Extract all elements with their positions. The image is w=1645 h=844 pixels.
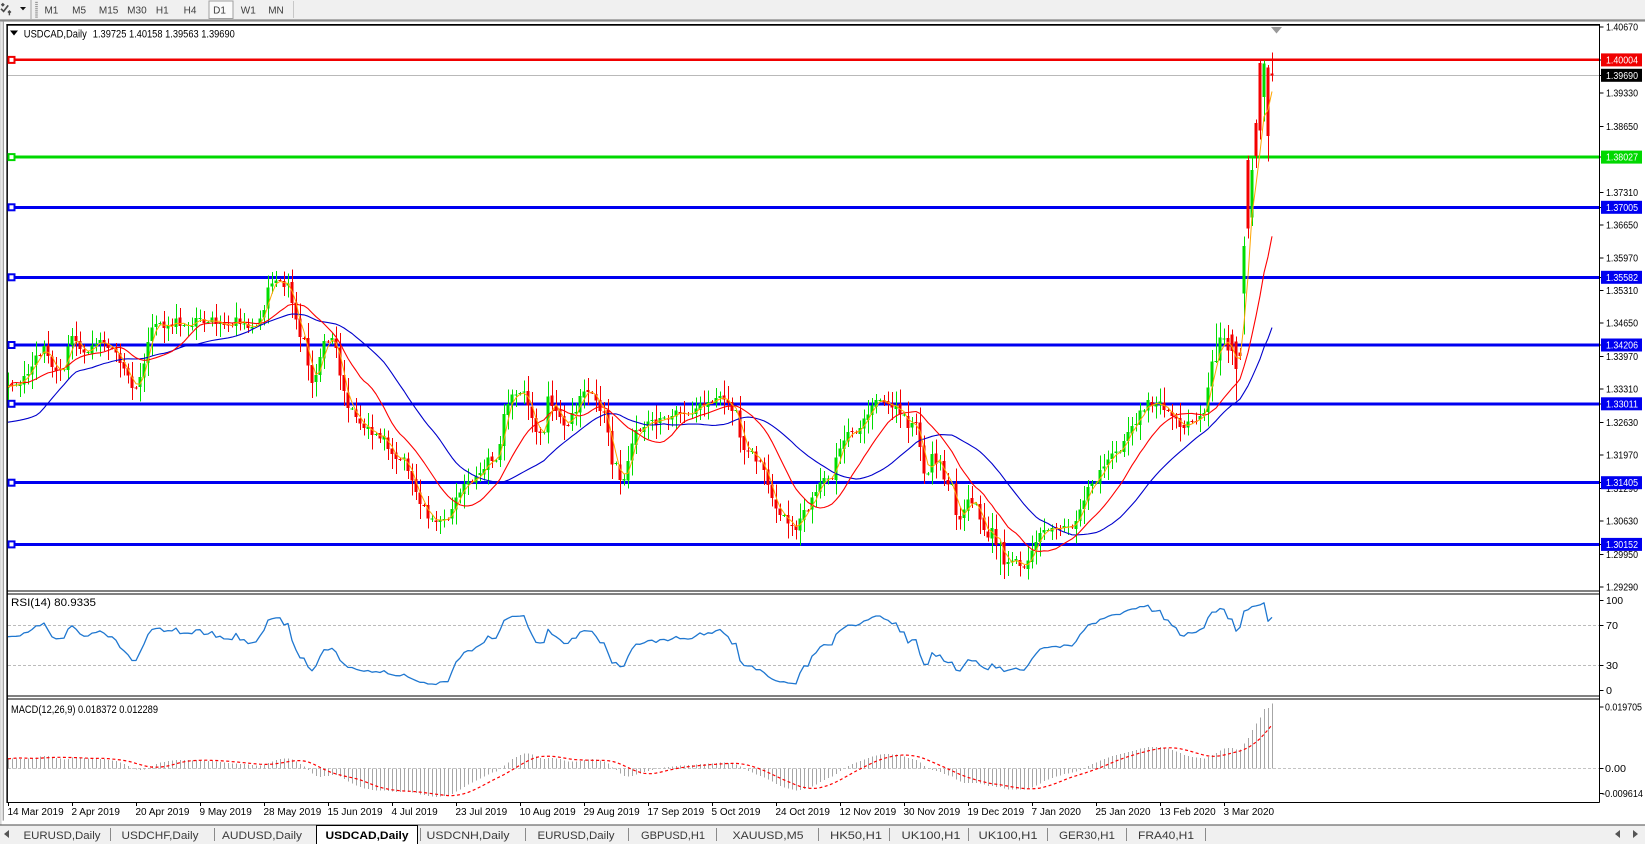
svg-text:1.30630: 1.30630 bbox=[1606, 516, 1638, 527]
svg-text:13 Feb 2020: 13 Feb 2020 bbox=[1160, 807, 1217, 818]
svg-text:29 Aug 2019: 29 Aug 2019 bbox=[584, 807, 641, 818]
svg-text:USDCNH,Daily: USDCNH,Daily bbox=[427, 830, 511, 842]
svg-text:1.39330: 1.39330 bbox=[1606, 89, 1638, 100]
svg-text:2 Apr 2019: 2 Apr 2019 bbox=[72, 807, 121, 818]
svg-text:4 Jul 2019: 4 Jul 2019 bbox=[392, 807, 439, 818]
svg-text:1.35582: 1.35582 bbox=[1606, 273, 1638, 284]
svg-text:12 Nov 2019: 12 Nov 2019 bbox=[840, 807, 897, 818]
svg-text:1.40004: 1.40004 bbox=[1606, 55, 1638, 66]
svg-text:1.38650: 1.38650 bbox=[1606, 122, 1638, 133]
svg-text:1.39690: 1.39690 bbox=[1606, 71, 1638, 82]
svg-text:1.32630: 1.32630 bbox=[1606, 418, 1638, 429]
svg-text:25 Jan 2020: 25 Jan 2020 bbox=[1096, 807, 1151, 818]
svg-text:H4: H4 bbox=[184, 6, 197, 17]
svg-text:USDCAD,Daily: USDCAD,Daily bbox=[24, 29, 87, 41]
svg-text:W1: W1 bbox=[241, 6, 256, 17]
svg-text:M1: M1 bbox=[44, 6, 58, 17]
svg-text:FRA40,H1: FRA40,H1 bbox=[1138, 830, 1194, 842]
svg-text:USDCAD,Daily: USDCAD,Daily bbox=[326, 830, 410, 842]
svg-text:MN: MN bbox=[268, 6, 284, 17]
svg-text:M15: M15 bbox=[99, 6, 119, 17]
svg-text:1.29950: 1.29950 bbox=[1606, 550, 1638, 561]
svg-text:1.29290: 1.29290 bbox=[1606, 582, 1638, 593]
svg-text:1.31970: 1.31970 bbox=[1606, 451, 1638, 462]
svg-text:1.36650: 1.36650 bbox=[1606, 220, 1638, 231]
svg-text:17 Sep 2019: 17 Sep 2019 bbox=[648, 807, 705, 818]
svg-text:100: 100 bbox=[1606, 596, 1623, 607]
svg-text:30 Nov 2019: 30 Nov 2019 bbox=[904, 807, 961, 818]
svg-text:-0.009614: -0.009614 bbox=[1602, 789, 1643, 800]
svg-text:EURUSD,Daily: EURUSD,Daily bbox=[538, 830, 616, 842]
svg-text:1.39725 1.40158 1.39563 1.3969: 1.39725 1.40158 1.39563 1.39690 bbox=[93, 29, 235, 41]
svg-text:0.00: 0.00 bbox=[1605, 764, 1626, 775]
svg-text:H1: H1 bbox=[156, 6, 169, 17]
svg-text:1.34650: 1.34650 bbox=[1606, 319, 1638, 330]
svg-text:EURUSD,Daily: EURUSD,Daily bbox=[24, 830, 102, 842]
svg-text:20 Apr 2019: 20 Apr 2019 bbox=[136, 807, 190, 818]
svg-text:UK100,H1: UK100,H1 bbox=[979, 830, 1038, 842]
svg-text:1.38027: 1.38027 bbox=[1606, 153, 1638, 164]
svg-text:10 Aug 2019: 10 Aug 2019 bbox=[520, 807, 577, 818]
svg-text:14 Mar 2019: 14 Mar 2019 bbox=[8, 807, 65, 818]
svg-text:1.30152: 1.30152 bbox=[1606, 540, 1638, 551]
svg-text:RSI(14) 80.9335: RSI(14) 80.9335 bbox=[11, 597, 96, 609]
svg-text:USDCHF,Daily: USDCHF,Daily bbox=[122, 830, 200, 842]
svg-text:1.35310: 1.35310 bbox=[1606, 286, 1638, 297]
svg-text:1.37310: 1.37310 bbox=[1606, 188, 1638, 199]
svg-text:1.33310: 1.33310 bbox=[1606, 385, 1638, 396]
svg-text:5 Oct 2019: 5 Oct 2019 bbox=[712, 807, 761, 818]
svg-text:1.34206: 1.34206 bbox=[1606, 341, 1638, 352]
svg-text:M30: M30 bbox=[127, 6, 147, 17]
svg-text:9 May 2019: 9 May 2019 bbox=[200, 807, 253, 818]
svg-text:UK100,H1: UK100,H1 bbox=[902, 830, 961, 842]
svg-text:30: 30 bbox=[1606, 661, 1618, 672]
svg-text:24 Oct 2019: 24 Oct 2019 bbox=[776, 807, 831, 818]
svg-text:AUDUSD,Daily: AUDUSD,Daily bbox=[222, 830, 303, 842]
svg-text:GER30,H1: GER30,H1 bbox=[1059, 830, 1115, 842]
svg-text:1.31290: 1.31290 bbox=[1606, 484, 1638, 495]
svg-text:7 Jan 2020: 7 Jan 2020 bbox=[1032, 807, 1082, 818]
svg-text:0.019705: 0.019705 bbox=[1605, 703, 1642, 714]
svg-text:70: 70 bbox=[1606, 621, 1618, 632]
svg-text:D1: D1 bbox=[213, 6, 226, 17]
svg-text:1.35970: 1.35970 bbox=[1606, 254, 1638, 265]
svg-text:0: 0 bbox=[1606, 686, 1612, 697]
svg-text:1.40670: 1.40670 bbox=[1606, 23, 1638, 34]
svg-text:1.31405: 1.31405 bbox=[1606, 478, 1638, 489]
svg-text:1.33970: 1.33970 bbox=[1606, 352, 1638, 363]
svg-text:HK50,H1: HK50,H1 bbox=[830, 830, 882, 842]
svg-text:GBPUSD,H1: GBPUSD,H1 bbox=[641, 830, 705, 842]
svg-text:M5: M5 bbox=[72, 6, 86, 17]
svg-text:1.37005: 1.37005 bbox=[1606, 203, 1638, 214]
svg-text:1.33011: 1.33011 bbox=[1606, 399, 1638, 410]
svg-text:28 May 2019: 28 May 2019 bbox=[264, 807, 322, 818]
svg-text:15 Jun 2019: 15 Jun 2019 bbox=[328, 807, 383, 818]
svg-text:3 Mar 2020: 3 Mar 2020 bbox=[1224, 807, 1275, 818]
svg-text:MACD(12,26,9) 0.018372 0.01228: MACD(12,26,9) 0.018372 0.012289 bbox=[11, 704, 158, 716]
svg-text:19 Dec 2019: 19 Dec 2019 bbox=[968, 807, 1025, 818]
svg-text:XAUUSD,M5: XAUUSD,M5 bbox=[733, 830, 804, 842]
svg-text:23 Jul 2019: 23 Jul 2019 bbox=[456, 807, 508, 818]
